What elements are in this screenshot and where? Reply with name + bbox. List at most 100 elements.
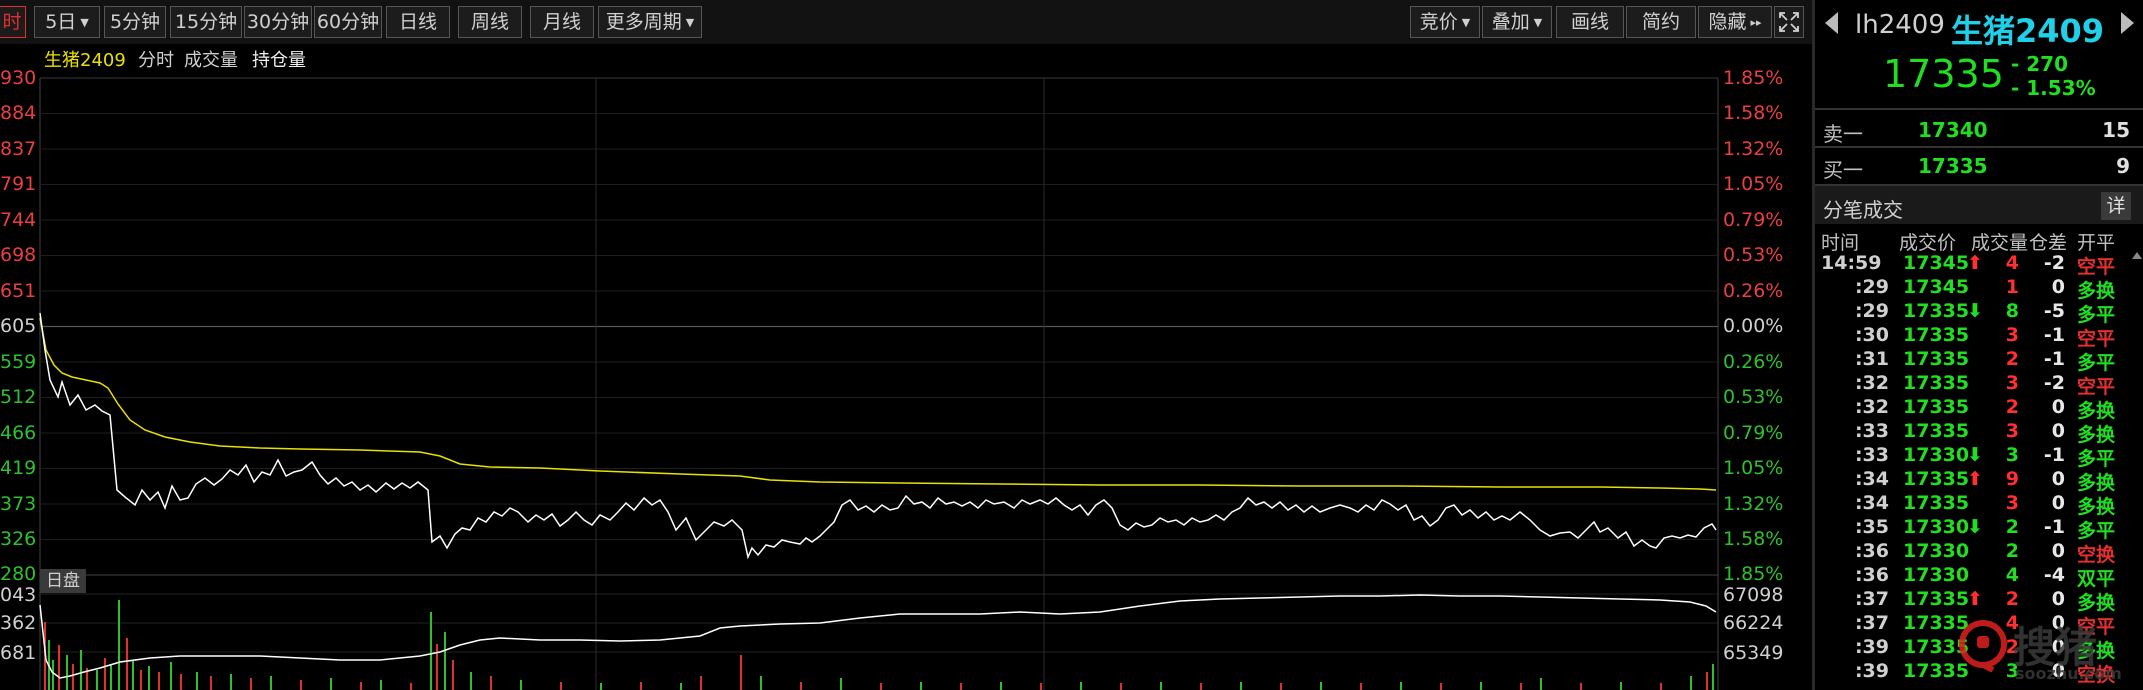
tick-price: 17335 [1903,588,1970,610]
scroll-up-icon[interactable] [2132,252,2142,259]
axis-label: 791 [0,173,37,195]
volume-bar [1080,682,1082,690]
tick-volume: 3 [2005,324,2019,346]
draw-line-button[interactable]: 画线 [1556,6,1624,38]
fullscreen-button[interactable] [1774,6,1804,38]
tick-oi-change: 0 [2051,492,2065,514]
legend-volume[interactable]: 成交量 [184,50,238,71]
simple-mode-button[interactable]: 简约 [1626,6,1696,38]
volume-bar [640,682,642,690]
pig-logo-icon [1959,620,2007,672]
tick-price: 17335 [1903,396,1970,418]
price-change: - 270 [2011,52,2069,76]
tab-daily[interactable]: 日线 [386,6,450,38]
arrow-up-icon: ⬆ [1967,468,1983,490]
tab-30min[interactable]: 30分钟 [244,6,312,38]
volume-bar [250,678,252,690]
ticks-section-title: 分笔成交 [1823,198,1903,222]
tick-time: :34 [1854,492,1889,514]
tick-row: :33 17335 3 0 多换 [1815,420,2143,446]
tick-type: 多平 [2077,448,2116,470]
volume-bar [430,612,432,690]
tick-oi-change: -2 [2043,372,2065,394]
volume-bar [1660,683,1662,690]
legend-intraday[interactable]: 分时 [138,50,174,71]
axis-label: 1.58% [1723,102,1784,124]
tick-volume: 3 [2005,372,2019,394]
period-toolbar: 时 5日 ▼ 5分钟 15分钟 30分钟 60分钟 日线 周线 月线 更多周期 ▼ … [0,0,1812,44]
volume-bar [104,658,106,690]
tick-time: :39 [1854,660,1889,682]
tick-oi-change: -1 [2043,324,2065,346]
axis-label: 605 [0,315,37,337]
tick-type: 多换 [2077,280,2116,302]
volume-bar [920,682,922,690]
tick-volume: 9 [2005,468,2019,490]
tick-volume: 4 [2005,564,2019,586]
axis-label: 67098 [1723,584,1784,606]
tick-price: 17345 [1903,252,1970,274]
tick-row: 14:59 17345 ⬆ 4 -2 空平 [1815,252,2143,278]
expand-icon [1779,12,1799,32]
volume-bar [210,676,212,690]
chevron-down-icon: ▼ [1533,15,1543,29]
tab-monthly[interactable]: 月线 [530,6,594,38]
day-session-label[interactable]: 日盘 [40,569,86,593]
watermark-name: 搜猪 [2013,623,2098,672]
tick-row: :32 17335 2 0 多换 [1815,396,2143,422]
axis-label: 0.00% [1723,315,1784,337]
volume-bar [270,676,272,690]
auction-label: 竞价 [1419,11,1458,33]
tick-row: :36 17330 2 0 空换 [1815,540,2143,566]
axis-label: 1.05% [1723,173,1784,195]
volume-bar [1480,682,1482,690]
axis-label: 884 [0,102,37,124]
volume-bar [158,672,160,690]
tick-oi-change: 0 [2051,636,2065,658]
volume-bar [110,664,112,690]
intraday-chart[interactable] [0,0,1812,690]
volume-bar [1400,682,1402,690]
prev-contract-button[interactable] [1825,12,1838,34]
tick-volume: 1 [2005,276,2019,298]
chart-legend: 生猪2409 [44,46,126,72]
tick-time: :33 [1854,444,1889,466]
tab-more-periods[interactable]: 更多周期 ▼ [598,6,702,38]
tick-volume: 2 [2005,516,2019,538]
tick-row: :34 17335 ⬆ 9 0 多换 [1815,468,2143,494]
contract-name: 生猪2409 [1951,12,2105,50]
hide-button[interactable]: 隐藏 ▸▸ [1698,6,1772,38]
tick-oi-change: 0 [2051,468,2065,490]
tab-5day[interactable]: 5日 ▼ [34,6,100,38]
tick-row: :29 17335 ⬇ 8 -5 多平 [1815,300,2143,326]
overlay-button[interactable]: 叠加 ▼ [1482,6,1552,38]
auction-button[interactable]: 竞价 ▼ [1410,6,1480,38]
tick-price: 17330 [1903,444,1970,466]
tick-row: :32 17335 3 -2 空平 [1815,372,2143,398]
tab-weekly[interactable]: 周线 [458,6,522,38]
axis-label: 419 [0,457,37,479]
tick-row: :29 17345 1 0 多换 [1815,276,2143,302]
tick-row: :33 17330 ⬇ 3 -1 多平 [1815,444,2143,470]
volume-bar [360,682,362,690]
detail-button[interactable]: 详 [2101,192,2131,220]
tab-15min[interactable]: 15分钟 [170,6,242,38]
volume-bar [1120,683,1122,690]
next-contract-button[interactable] [2121,12,2134,34]
tab-60min[interactable]: 60分钟 [314,6,382,38]
tick-type: 多平 [2077,304,2116,326]
axis-label: 0.79% [1723,209,1784,231]
legend-open-interest[interactable]: 持仓量 [252,50,306,71]
tab-5min[interactable]: 5分钟 [104,6,166,38]
tab-intraday[interactable]: 时 [0,6,26,38]
chevron-down-icon: ▼ [685,15,695,29]
axis-label: 1.85% [1723,67,1784,89]
arrow-up-icon: ⬆ [1967,252,1983,274]
tick-time: :32 [1854,396,1889,418]
arrow-up-icon: ⬆ [1967,588,1983,610]
quote-panel: lh2409 生猪2409 17335 - 270 - 1.53% 卖一 173… [1812,0,2143,690]
tick-time: :39 [1854,636,1889,658]
axis-label: 837 [0,138,37,160]
axis-label: 651 [0,280,37,302]
average-price-line [39,317,1717,491]
